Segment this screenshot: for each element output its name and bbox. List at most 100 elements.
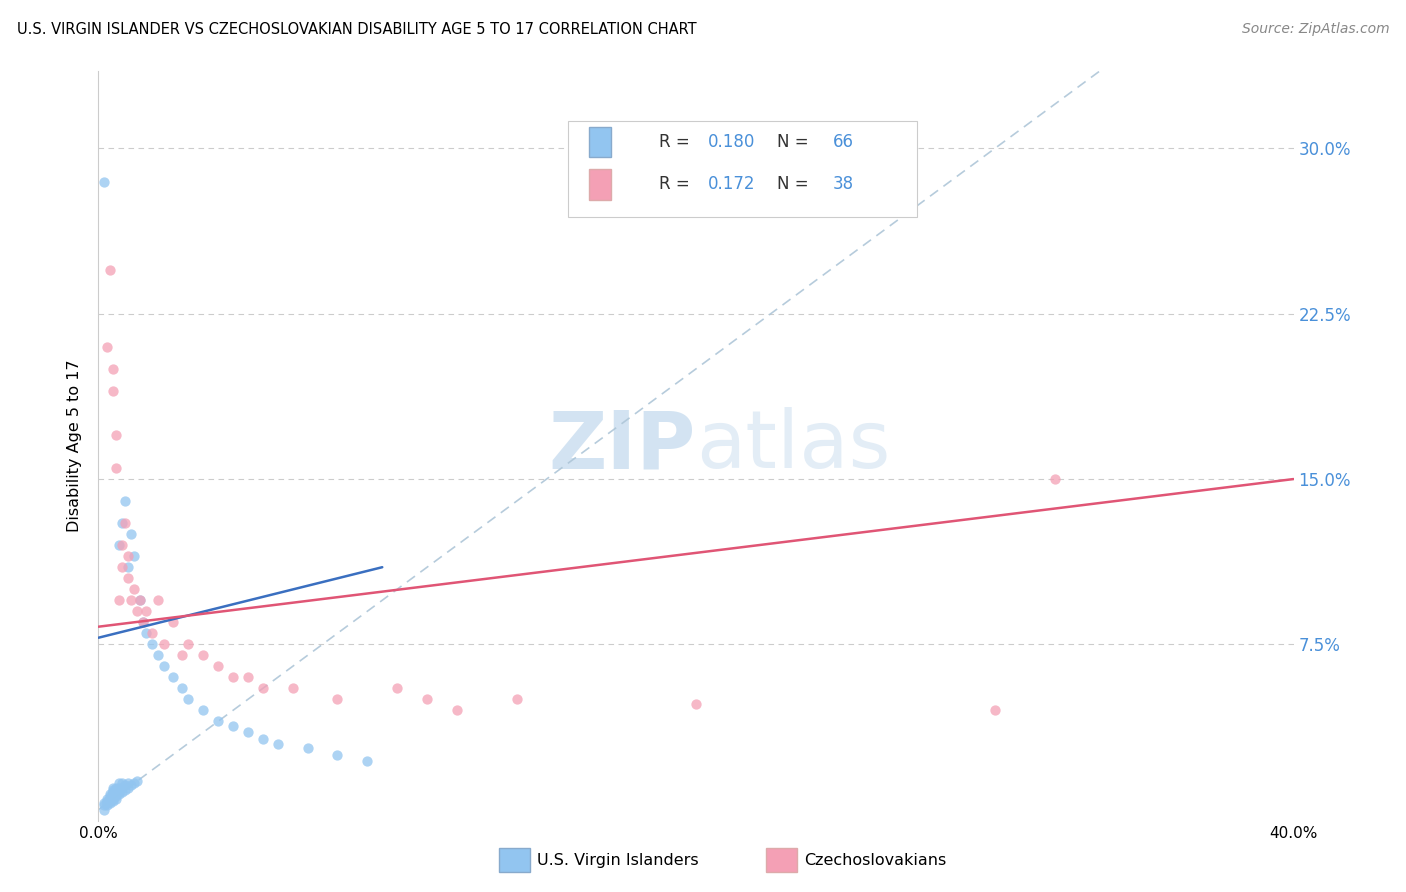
Point — [103, 791, 125, 805]
Point — [103, 780, 125, 795]
Point — [103, 384, 125, 398]
Point — [105, 785, 128, 799]
Text: 38: 38 — [832, 175, 855, 194]
Text: ZIP: ZIP — [548, 407, 696, 485]
Point — [111, 516, 134, 530]
Point — [105, 461, 128, 475]
Point — [162, 615, 184, 630]
Point — [114, 516, 136, 530]
Text: N =: N = — [778, 133, 814, 151]
Point — [172, 681, 194, 696]
Point — [267, 737, 290, 751]
Point — [162, 670, 184, 684]
Point — [96, 340, 118, 354]
Point — [177, 692, 200, 706]
Point — [124, 582, 146, 597]
Point — [98, 787, 122, 801]
Point — [148, 593, 170, 607]
Point — [129, 593, 152, 607]
Point — [108, 785, 131, 799]
Point — [207, 659, 229, 673]
Point — [177, 637, 200, 651]
Point — [96, 796, 118, 810]
Point — [117, 780, 139, 795]
Point — [105, 787, 128, 801]
Point — [135, 604, 157, 618]
Point — [105, 782, 128, 797]
FancyBboxPatch shape — [568, 120, 917, 217]
Point — [111, 560, 134, 574]
Point — [98, 794, 122, 808]
Point — [105, 780, 128, 795]
Text: atlas: atlas — [696, 407, 890, 485]
Point — [108, 593, 131, 607]
Point — [135, 626, 157, 640]
Point — [103, 362, 125, 376]
Point — [117, 776, 139, 790]
Point — [96, 791, 118, 805]
Point — [111, 780, 134, 795]
Text: R =: R = — [658, 175, 695, 194]
Point — [120, 527, 142, 541]
Point — [98, 796, 122, 810]
Point — [356, 754, 378, 768]
Text: N =: N = — [778, 175, 814, 194]
Point — [141, 626, 163, 640]
Point — [124, 776, 146, 790]
Point — [98, 791, 122, 805]
Point — [111, 538, 134, 552]
Point — [96, 794, 118, 808]
Point — [98, 262, 122, 277]
Point — [93, 175, 115, 189]
Point — [172, 648, 194, 663]
Point — [416, 692, 439, 706]
Point — [385, 681, 409, 696]
Point — [127, 774, 149, 789]
FancyBboxPatch shape — [766, 848, 797, 872]
Point — [124, 549, 146, 564]
Point — [105, 789, 128, 804]
Point — [120, 593, 142, 607]
Point — [103, 787, 125, 801]
Point — [111, 776, 134, 790]
Point — [127, 604, 149, 618]
Point — [252, 681, 274, 696]
Point — [114, 782, 136, 797]
Point — [108, 776, 131, 790]
Text: U.S. Virgin Islanders: U.S. Virgin Islanders — [537, 854, 699, 868]
Point — [207, 714, 229, 729]
FancyBboxPatch shape — [499, 848, 530, 872]
Point — [281, 681, 304, 696]
Y-axis label: Disability Age 5 to 17: Disability Age 5 to 17 — [67, 359, 83, 533]
Text: 66: 66 — [832, 133, 853, 151]
Point — [129, 593, 152, 607]
FancyBboxPatch shape — [589, 127, 610, 157]
FancyBboxPatch shape — [589, 169, 610, 200]
Point — [222, 670, 245, 684]
Point — [108, 780, 131, 795]
Text: U.S. VIRGIN ISLANDER VS CZECHOSLOVAKIAN DISABILITY AGE 5 TO 17 CORRELATION CHART: U.S. VIRGIN ISLANDER VS CZECHOSLOVAKIAN … — [17, 22, 696, 37]
Point — [222, 719, 245, 733]
Point — [108, 538, 131, 552]
Point — [117, 571, 139, 585]
Point — [114, 494, 136, 508]
Text: 0.180: 0.180 — [707, 133, 755, 151]
Point — [103, 785, 125, 799]
Point — [120, 778, 142, 792]
Point — [191, 648, 214, 663]
Point — [103, 789, 125, 804]
Point — [103, 794, 125, 808]
Point — [114, 778, 136, 792]
Point — [98, 791, 122, 805]
Point — [153, 659, 176, 673]
Point — [132, 615, 155, 630]
Point — [326, 747, 349, 762]
Point — [297, 740, 319, 755]
Point — [148, 648, 170, 663]
Point — [984, 703, 1007, 717]
Text: Source: ZipAtlas.com: Source: ZipAtlas.com — [1241, 22, 1389, 37]
Point — [117, 560, 139, 574]
Text: Czechoslovakians: Czechoslovakians — [804, 854, 946, 868]
Point — [236, 670, 259, 684]
Point — [103, 785, 125, 799]
